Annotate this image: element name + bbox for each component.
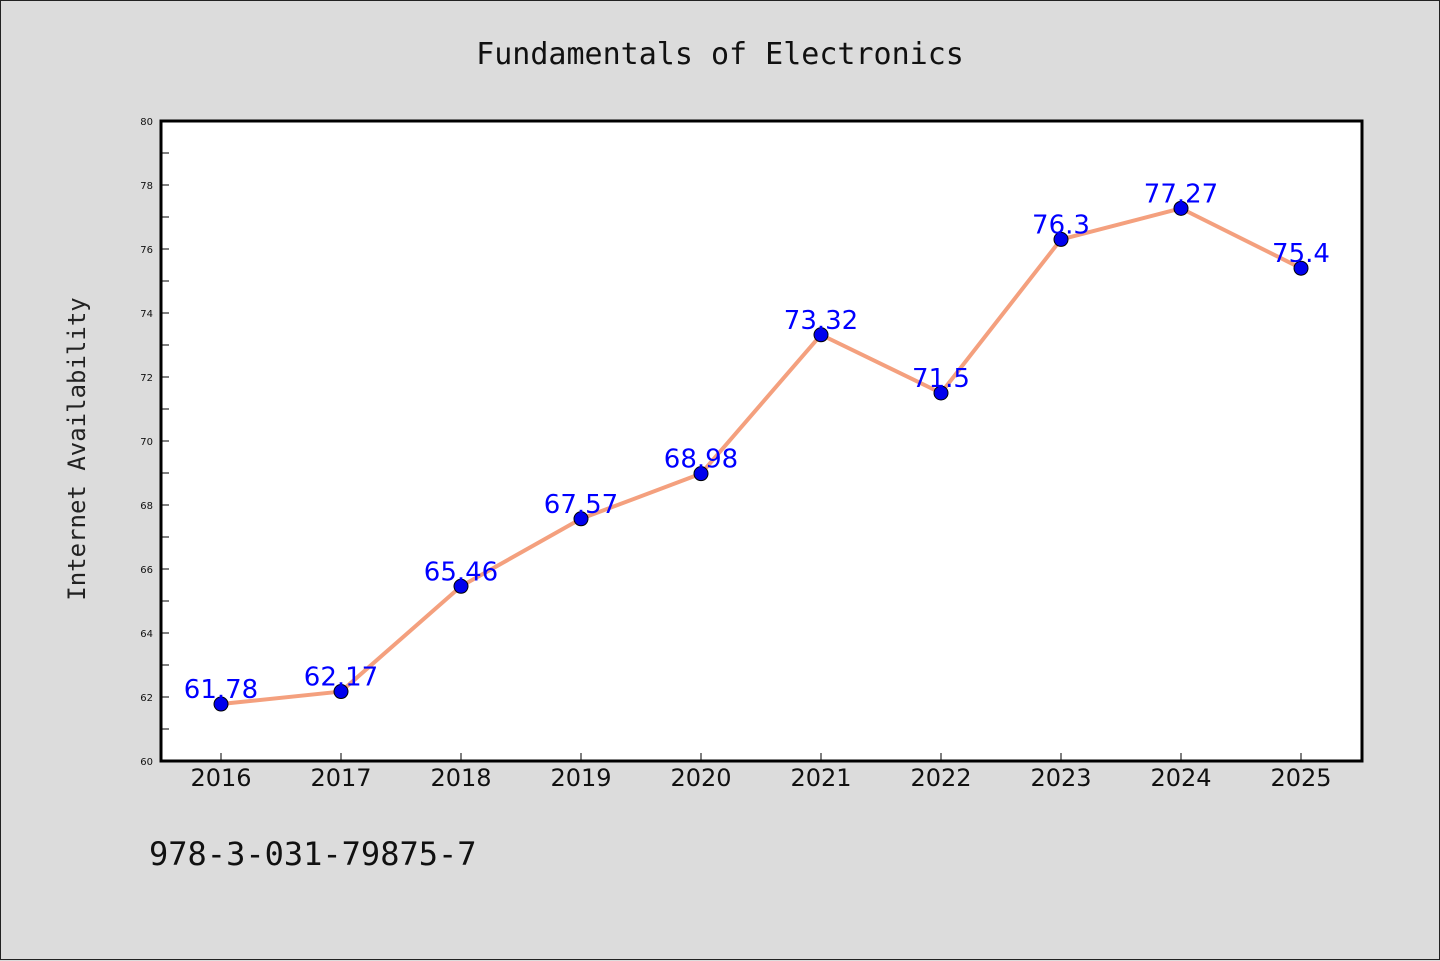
plot-border <box>159 119 1364 763</box>
x-tick-label: 2021 <box>790 764 851 792</box>
data-label: 65.46 <box>424 557 498 587</box>
data-point <box>813 327 829 343</box>
data-point <box>1173 200 1189 216</box>
data-point <box>213 696 229 712</box>
y-tick-label: 62 <box>140 693 153 704</box>
data-point <box>1053 231 1069 247</box>
plot-area <box>161 121 1362 761</box>
y-tick-label: 60 <box>140 757 153 768</box>
axis-ticks: 60 62 64 66 68 70 72 74 76 78 80 2016 2017 2018 2019 20… <box>140 117 1331 792</box>
x-tick-label: 2018 <box>430 764 491 792</box>
y-tick-label: 78 <box>140 181 153 192</box>
series-line <box>219 206 1303 707</box>
y-axis-label: Internet Availability <box>63 297 91 600</box>
data-label: 68.98 <box>664 445 738 475</box>
chart-title: Fundamentals of Electronics <box>476 37 964 72</box>
y-tick-label: 70 <box>140 437 153 448</box>
data-label: 62.17 <box>304 663 378 693</box>
data-label: 75.4 <box>1272 239 1330 269</box>
x-tick-label: 2023 <box>1030 764 1091 792</box>
x-tick-label: 2019 <box>550 764 611 792</box>
data-label: 73.32 <box>784 306 858 336</box>
x-tick-label: 2020 <box>670 764 731 792</box>
x-tick-label: 2022 <box>910 764 971 792</box>
data-label: 71.5 <box>912 364 970 394</box>
isbn-text: 978-3-031-79875-7 <box>149 835 477 873</box>
x-tick-label: 2016 <box>190 764 251 792</box>
y-tick-label: 80 <box>140 117 153 128</box>
series-group: 61.78 62.17 65.46 67.57 68.98 73.32 71.5 76.3 77… <box>184 179 1330 712</box>
y-tick-label: 66 <box>140 565 153 576</box>
y-tick-label: 76 <box>140 245 153 256</box>
x-tick-label: 2017 <box>310 764 371 792</box>
data-label: 77.27 <box>1144 179 1218 209</box>
data-point <box>573 511 589 527</box>
y-tick-label: 64 <box>140 629 153 640</box>
data-label: 76.3 <box>1032 210 1090 240</box>
data-label: 67.57 <box>544 490 618 520</box>
data-point <box>453 578 469 594</box>
data-point <box>933 385 949 401</box>
x-tick-label: 2024 <box>1150 764 1211 792</box>
data-point <box>1293 260 1309 276</box>
y-tick-label: 74 <box>140 309 153 320</box>
x-tick-label: 2025 <box>1270 764 1331 792</box>
data-point <box>333 684 349 700</box>
data-point <box>693 466 709 482</box>
y-tick-label: 68 <box>140 501 153 512</box>
y-tick-label: 72 <box>140 373 153 384</box>
data-label: 61.78 <box>184 675 258 705</box>
